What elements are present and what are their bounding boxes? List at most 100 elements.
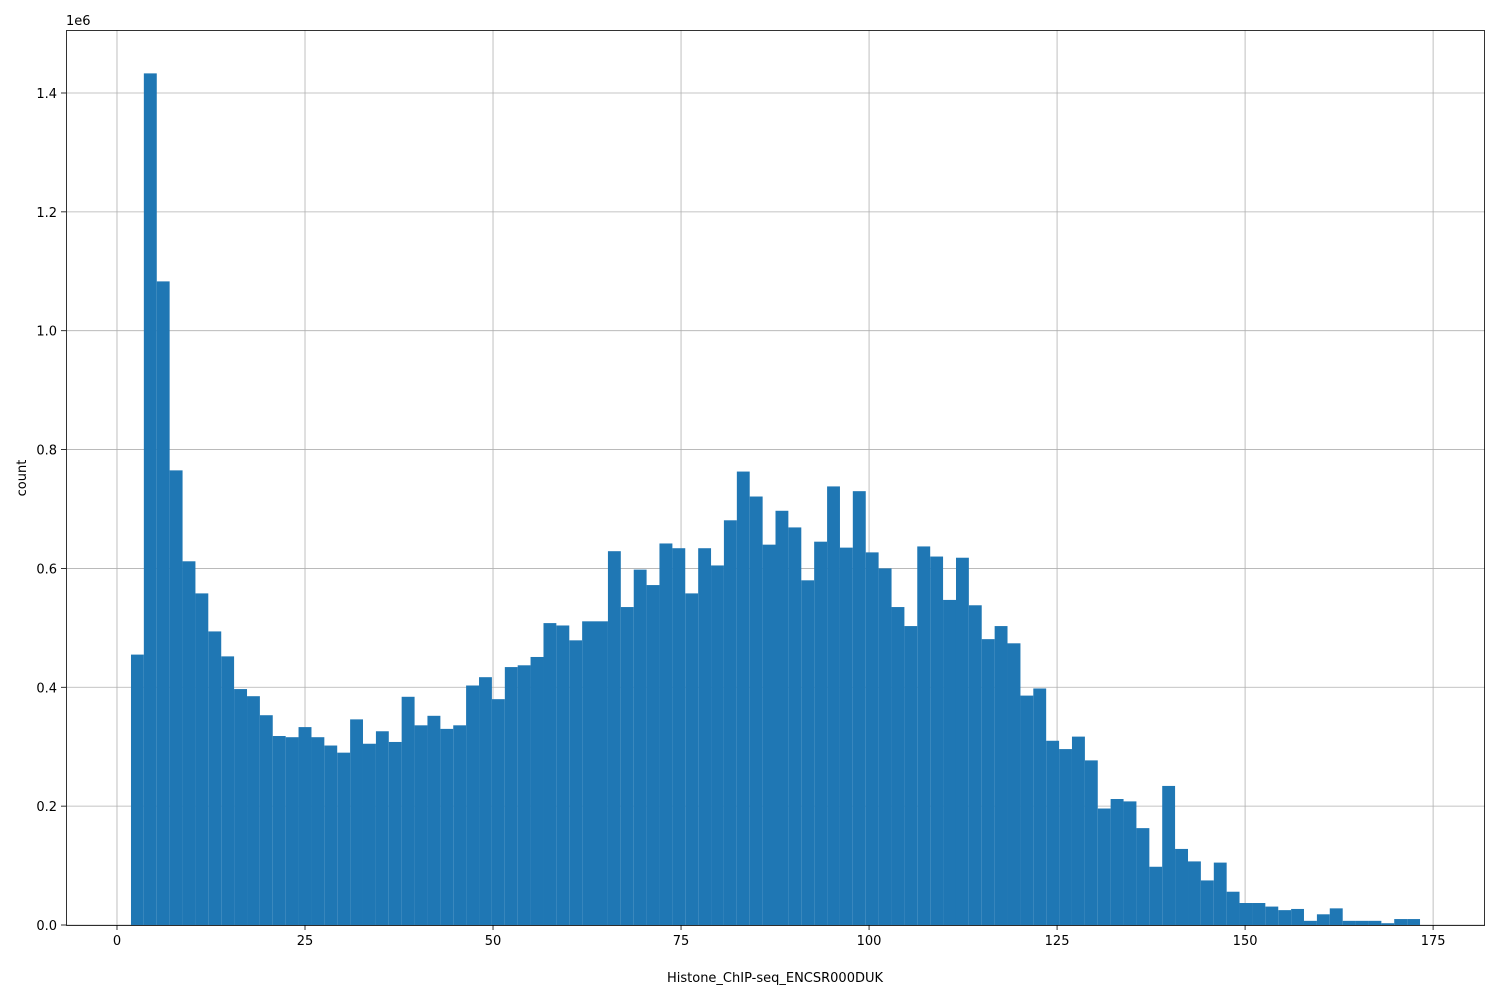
bar bbox=[453, 725, 467, 925]
bar bbox=[607, 551, 621, 925]
y-tick-label: 0.4 bbox=[36, 681, 57, 696]
bar bbox=[865, 552, 879, 925]
bar bbox=[659, 543, 673, 925]
bar bbox=[311, 737, 325, 925]
x-tick-label: 75 bbox=[673, 934, 690, 949]
x-tick-label: 125 bbox=[1045, 934, 1070, 949]
bar bbox=[930, 556, 944, 925]
y-tick-label: 0.0 bbox=[36, 919, 57, 934]
bar bbox=[1020, 695, 1034, 925]
bar bbox=[775, 510, 789, 925]
bar bbox=[208, 631, 222, 925]
bar bbox=[143, 73, 157, 926]
y-axis-label: count bbox=[15, 460, 30, 497]
bar bbox=[852, 491, 866, 925]
bar bbox=[375, 731, 389, 925]
bar bbox=[1226, 891, 1240, 925]
bar bbox=[324, 745, 338, 925]
x-tick-label: 50 bbox=[485, 934, 502, 949]
bar bbox=[839, 547, 853, 925]
bar bbox=[169, 470, 183, 925]
bar bbox=[1200, 880, 1214, 925]
bar bbox=[801, 580, 815, 925]
bar bbox=[672, 548, 686, 925]
bar bbox=[388, 741, 402, 925]
bar bbox=[259, 715, 273, 925]
bar bbox=[1046, 740, 1060, 925]
bar bbox=[723, 520, 737, 925]
bar bbox=[337, 752, 351, 925]
bar bbox=[350, 719, 363, 925]
bar bbox=[362, 743, 376, 925]
bar bbox=[1123, 801, 1137, 925]
bar bbox=[1407, 919, 1421, 925]
bar bbox=[1239, 903, 1253, 925]
bar bbox=[491, 699, 505, 925]
bar bbox=[414, 725, 428, 925]
bar bbox=[685, 593, 699, 925]
bar bbox=[1097, 808, 1111, 925]
bar bbox=[543, 623, 557, 925]
y-offset-label: 1e6 bbox=[66, 14, 91, 29]
bar bbox=[827, 486, 840, 925]
bar bbox=[1381, 923, 1395, 925]
bar bbox=[788, 527, 802, 925]
bar bbox=[1110, 799, 1124, 925]
bar bbox=[981, 639, 995, 925]
bar bbox=[582, 621, 596, 925]
bar bbox=[479, 677, 492, 925]
bar bbox=[1149, 866, 1163, 925]
bar bbox=[1213, 862, 1227, 925]
bar bbox=[1265, 906, 1279, 925]
bars bbox=[130, 73, 1421, 926]
bar bbox=[440, 728, 454, 925]
bar bbox=[530, 656, 544, 925]
bar bbox=[749, 496, 763, 925]
bar bbox=[1316, 914, 1330, 925]
bar bbox=[1084, 760, 1098, 925]
bar bbox=[427, 715, 441, 925]
bar bbox=[1071, 736, 1085, 925]
bar bbox=[156, 281, 170, 925]
y-tick-label: 1.4 bbox=[36, 87, 57, 102]
plot-frame bbox=[66, 30, 1485, 926]
bar bbox=[1059, 749, 1072, 925]
bar bbox=[891, 607, 905, 925]
bar bbox=[247, 696, 260, 925]
x-tick-label: 25 bbox=[297, 934, 314, 949]
bar bbox=[182, 561, 196, 925]
bar bbox=[130, 654, 144, 925]
bar bbox=[234, 689, 248, 925]
bar bbox=[1355, 920, 1369, 925]
bar bbox=[1368, 920, 1382, 925]
bar bbox=[272, 736, 286, 925]
x-tick-label: 0 bbox=[113, 934, 121, 949]
x-tick-label: 100 bbox=[857, 934, 882, 949]
bar bbox=[1252, 903, 1266, 925]
bar bbox=[736, 471, 750, 925]
bar bbox=[504, 667, 518, 925]
bar bbox=[569, 640, 583, 925]
bar bbox=[1136, 828, 1150, 925]
y-tick-label: 0.2 bbox=[36, 800, 57, 815]
bar bbox=[517, 665, 531, 925]
bar bbox=[698, 548, 712, 925]
bar bbox=[1188, 861, 1201, 925]
bar bbox=[195, 593, 209, 925]
bar bbox=[1329, 908, 1343, 925]
y-tick-label: 0.8 bbox=[36, 444, 57, 459]
bar bbox=[556, 625, 570, 925]
bar bbox=[878, 568, 892, 925]
y-tick-label: 0.6 bbox=[36, 562, 57, 577]
bar bbox=[1033, 688, 1047, 925]
bar bbox=[595, 621, 608, 925]
bar bbox=[298, 727, 312, 925]
bar bbox=[917, 546, 931, 925]
bar bbox=[994, 626, 1008, 925]
bar bbox=[1303, 920, 1317, 925]
bar bbox=[221, 656, 235, 925]
y-tick-label: 1.0 bbox=[36, 325, 57, 340]
bar bbox=[955, 557, 969, 925]
bar bbox=[762, 544, 776, 925]
x-tick-label: 175 bbox=[1421, 934, 1446, 949]
